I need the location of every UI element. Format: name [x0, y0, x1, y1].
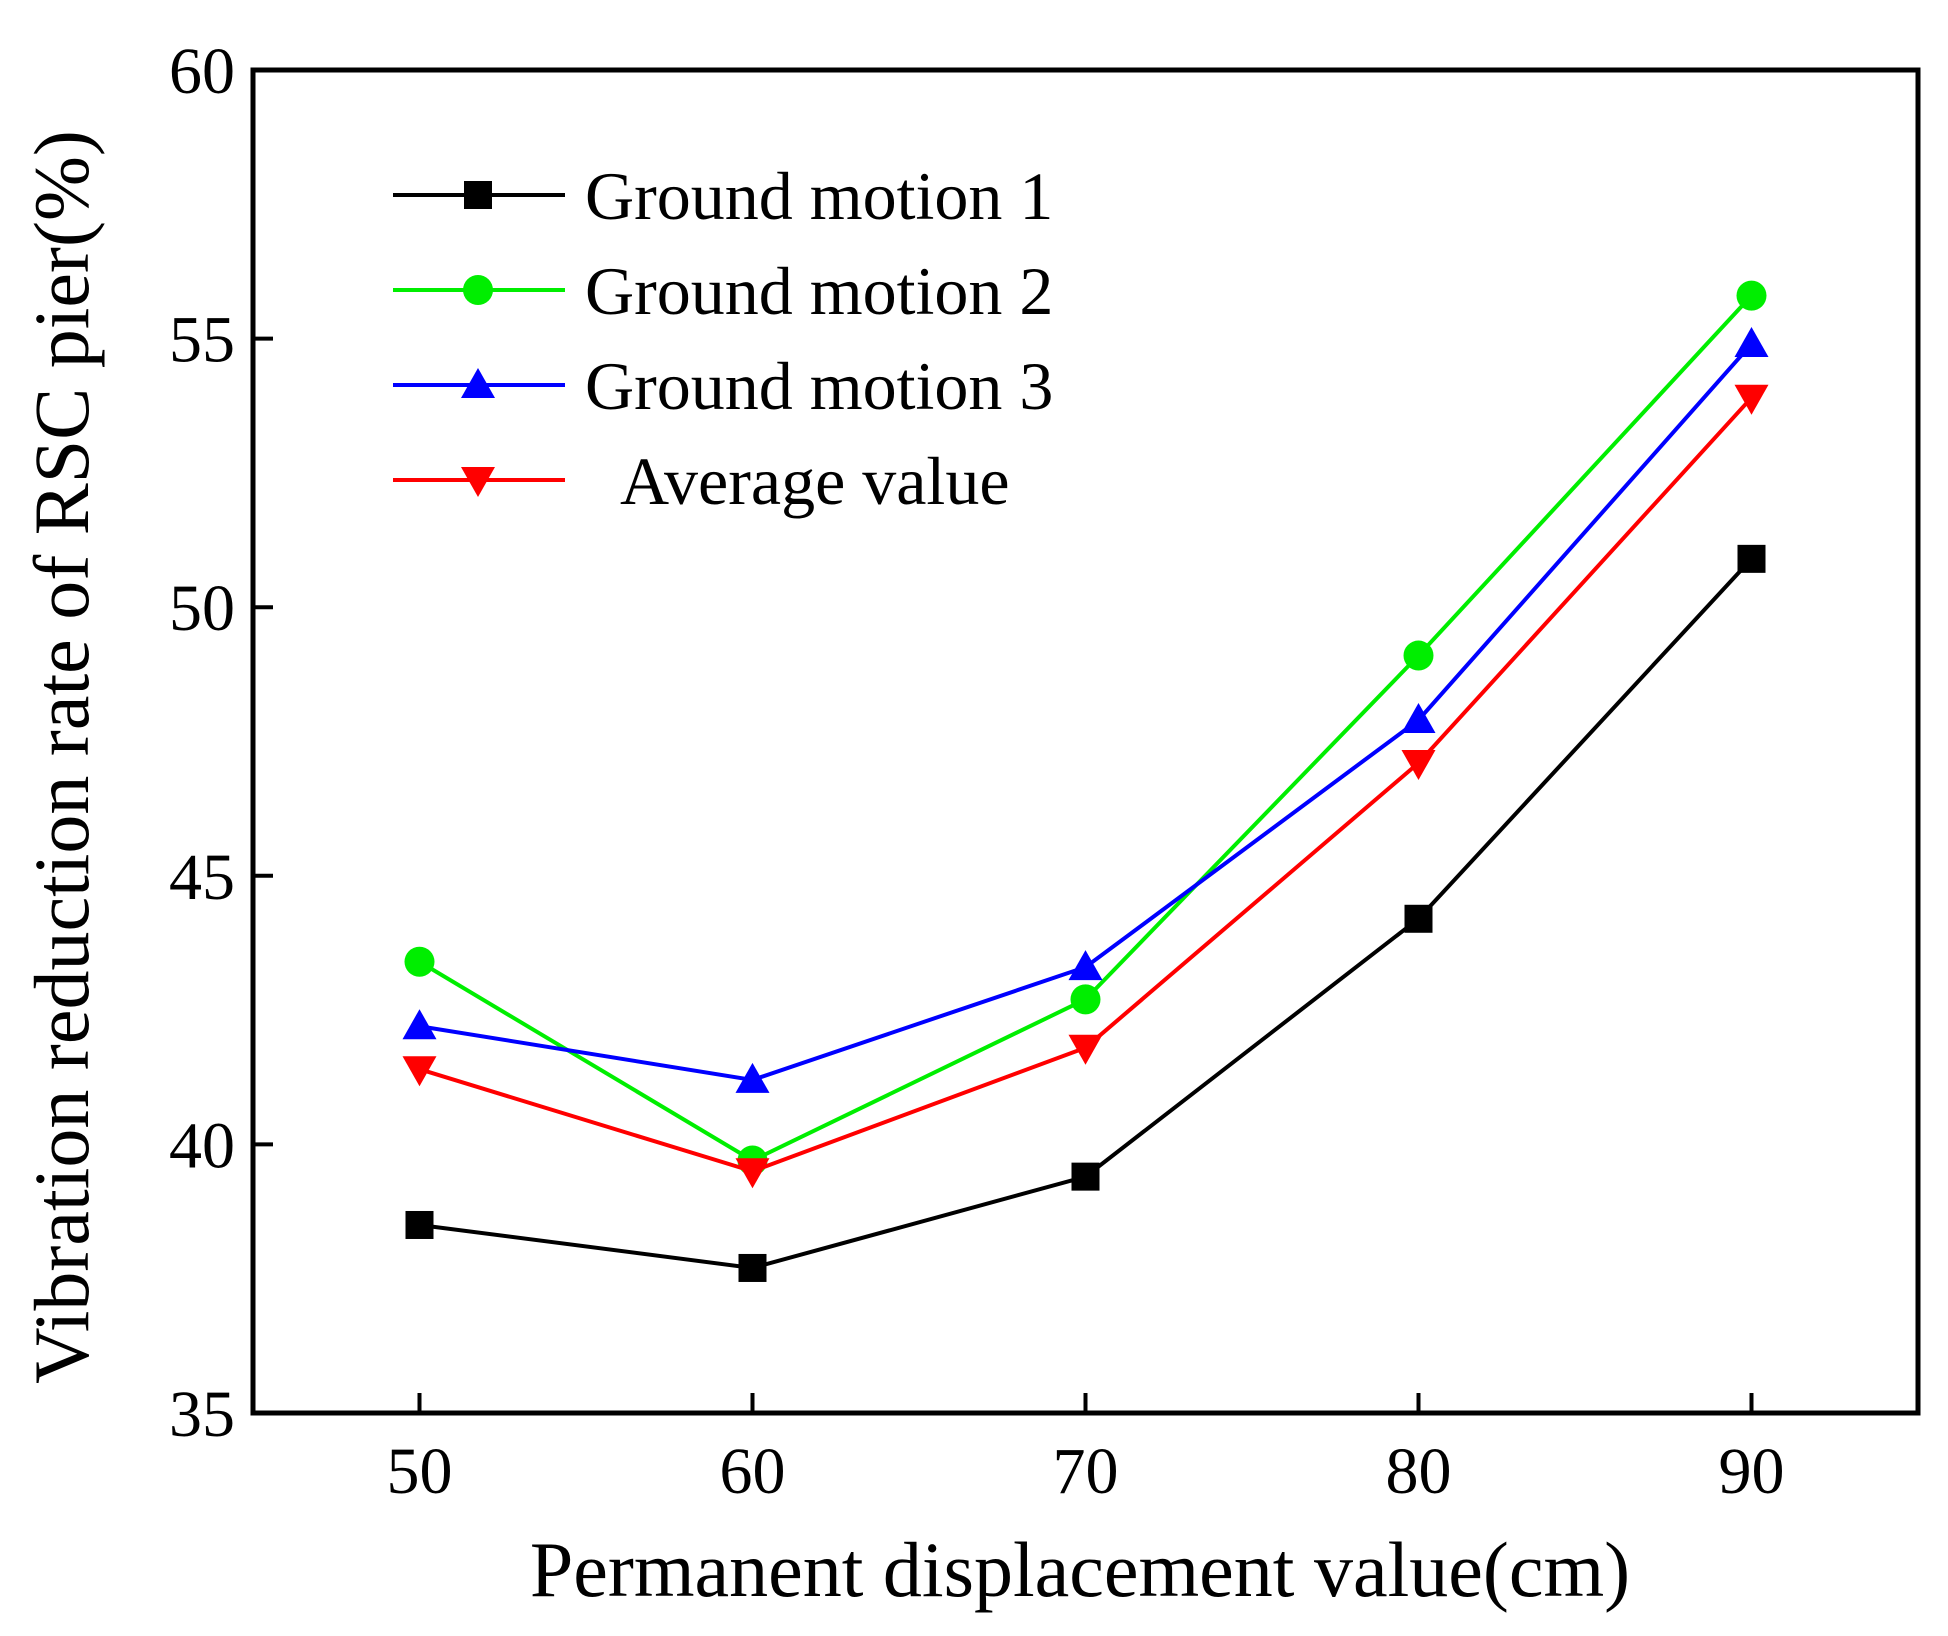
series-4 — [402, 384, 1769, 1189]
legend-marker — [461, 467, 495, 497]
legend: Ground motion 1 Ground motion 2 Ground mot… — [393, 158, 1053, 519]
legend-marker — [464, 181, 492, 209]
legend-label: Ground motion 1 — [585, 158, 1053, 234]
data-point — [1403, 640, 1434, 671]
series-1 — [405, 544, 1766, 1282]
data-point — [402, 1056, 437, 1087]
data-point — [1068, 1034, 1103, 1065]
x-tick-label: 50 — [387, 1435, 453, 1508]
y-axis-label: Vibration reduction rate of RSC pier(%) — [18, 130, 105, 1384]
legend-label: Ground motion 2 — [585, 253, 1053, 329]
legend-item: Average value — [393, 443, 1010, 519]
data-point — [1070, 984, 1101, 1015]
data-point — [735, 1158, 770, 1189]
data-point — [405, 1210, 434, 1239]
legend-label: Ground motion 3 — [585, 348, 1053, 424]
series-3 — [402, 326, 1769, 1093]
data-point — [1071, 1162, 1100, 1191]
legend-label: Average value — [620, 443, 1010, 519]
series-layer — [402, 280, 1769, 1282]
legend-item: Ground motion 1 — [393, 158, 1053, 234]
y-tick-label: 40 — [169, 1109, 235, 1182]
y-tick-label: 45 — [169, 841, 235, 914]
legend-marker — [461, 368, 495, 398]
data-point — [735, 1062, 770, 1093]
data-point — [1068, 950, 1103, 981]
x-tick-label: 60 — [720, 1435, 786, 1508]
data-point — [404, 946, 435, 977]
data-point — [1737, 544, 1766, 573]
y-tick-label: 60 — [169, 35, 235, 108]
x-tick-label: 90 — [1719, 1435, 1785, 1508]
x-tick-label: 70 — [1053, 1435, 1119, 1508]
legend-item: Ground motion 3 — [393, 348, 1053, 424]
data-point — [738, 1253, 767, 1282]
y-tick-label: 50 — [169, 572, 235, 645]
axis-ticks: 50 60 70 80 90 35 40 45 50 55 60 — [169, 35, 1785, 1508]
legend-item: Ground motion 2 — [393, 253, 1053, 329]
data-point — [1401, 703, 1436, 734]
data-point — [1734, 384, 1769, 415]
data-point — [402, 1009, 437, 1040]
data-point — [1734, 326, 1769, 357]
x-axis-label: Permanent displacement value(cm) — [530, 1526, 1630, 1613]
data-point — [1401, 749, 1436, 780]
x-tick-label: 80 — [1386, 1435, 1452, 1508]
data-point — [1404, 904, 1433, 933]
y-tick-label: 55 — [169, 304, 235, 377]
data-point — [1736, 280, 1767, 311]
y-tick-label: 35 — [169, 1378, 235, 1451]
legend-marker — [463, 275, 493, 305]
